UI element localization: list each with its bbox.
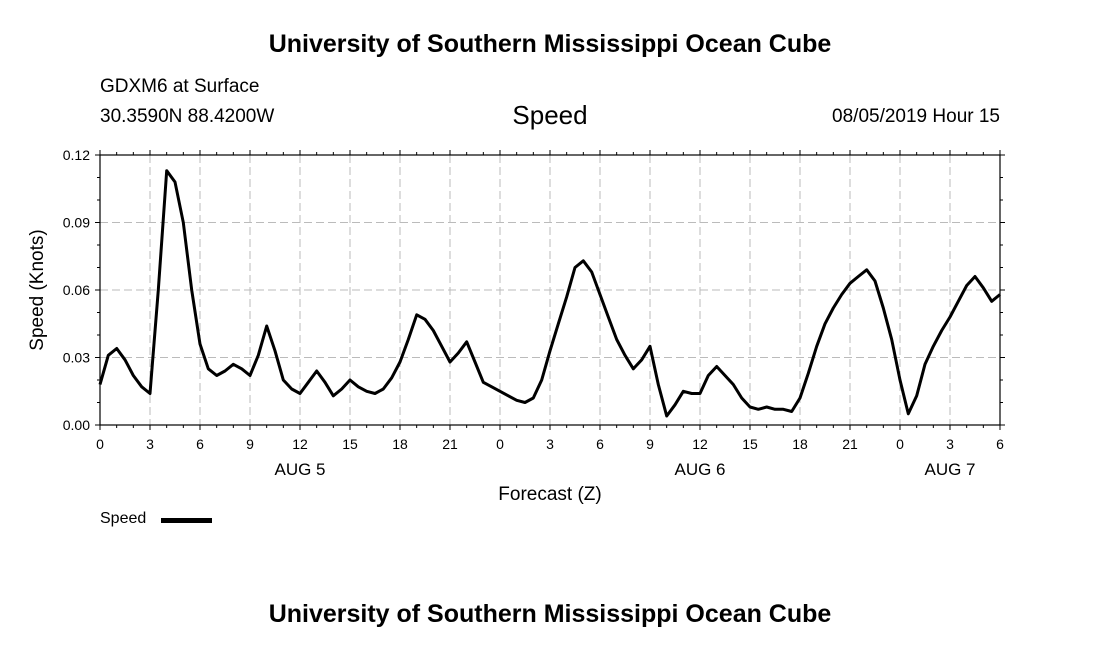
legend-swatch <box>161 518 212 523</box>
x-tick-label: 0 <box>496 436 504 452</box>
grid-lines <box>100 155 1000 425</box>
day-label: AUG 6 <box>674 460 725 479</box>
speed-series-line <box>98 169 1001 418</box>
date-label: 08/05/2019 Hour 15 <box>832 106 1000 127</box>
x-tick-label: 15 <box>342 436 358 452</box>
x-tick-label: 12 <box>292 436 308 452</box>
x-tick-label: 0 <box>96 436 104 452</box>
y-tick-label: 0.12 <box>63 147 90 163</box>
x-tick-label: 6 <box>596 436 604 452</box>
top-title: University of Southern Mississippi Ocean… <box>268 30 832 58</box>
y-tick-label: 0.09 <box>63 215 90 231</box>
x-tick-label: 0 <box>896 436 904 452</box>
bottom-title: University of Southern Mississippi Ocean… <box>268 600 832 628</box>
day-label: AUG 5 <box>274 460 325 479</box>
x-tick-label: 3 <box>946 436 954 452</box>
x-tick-label: 18 <box>792 436 808 452</box>
station-label: GDXM6 at Surface <box>100 76 260 97</box>
x-tick-label: 3 <box>546 436 554 452</box>
x-tick-label: 6 <box>996 436 1004 452</box>
chart-title: Speed <box>512 100 588 130</box>
y-tick-label: 0.06 <box>63 282 90 298</box>
x-tick-label: 12 <box>692 436 708 452</box>
x-axis: 0 3 6 9 12 15 18 21 0 3 6 9 12 15 18 21 0 3 6 AUG 5 AUG 6 AUG… <box>96 150 1004 479</box>
x-tick-label: 6 <box>196 436 204 452</box>
legend-label: Speed <box>100 510 147 527</box>
y-tick-label: 0.00 <box>63 417 90 433</box>
x-tick-label: 9 <box>246 436 254 452</box>
y-tick-label: 0.03 <box>63 350 90 366</box>
y-axis-label: Speed (Knots) <box>27 229 48 350</box>
x-tick-label: 21 <box>442 436 458 452</box>
coordinates-label: 30.3590N 88.4200W <box>100 106 275 127</box>
x-tick-label: 15 <box>742 436 758 452</box>
day-label: AUG 7 <box>924 460 975 479</box>
x-tick-label: 9 <box>646 436 654 452</box>
x-tick-label: 3 <box>146 436 154 452</box>
x-tick-label: 18 <box>392 436 408 452</box>
x-tick-label: 21 <box>842 436 858 452</box>
x-axis-label: Forecast (Z) <box>498 484 601 505</box>
y-axis: 0.00 0.03 0.06 0.09 0.12 <box>63 147 1005 433</box>
